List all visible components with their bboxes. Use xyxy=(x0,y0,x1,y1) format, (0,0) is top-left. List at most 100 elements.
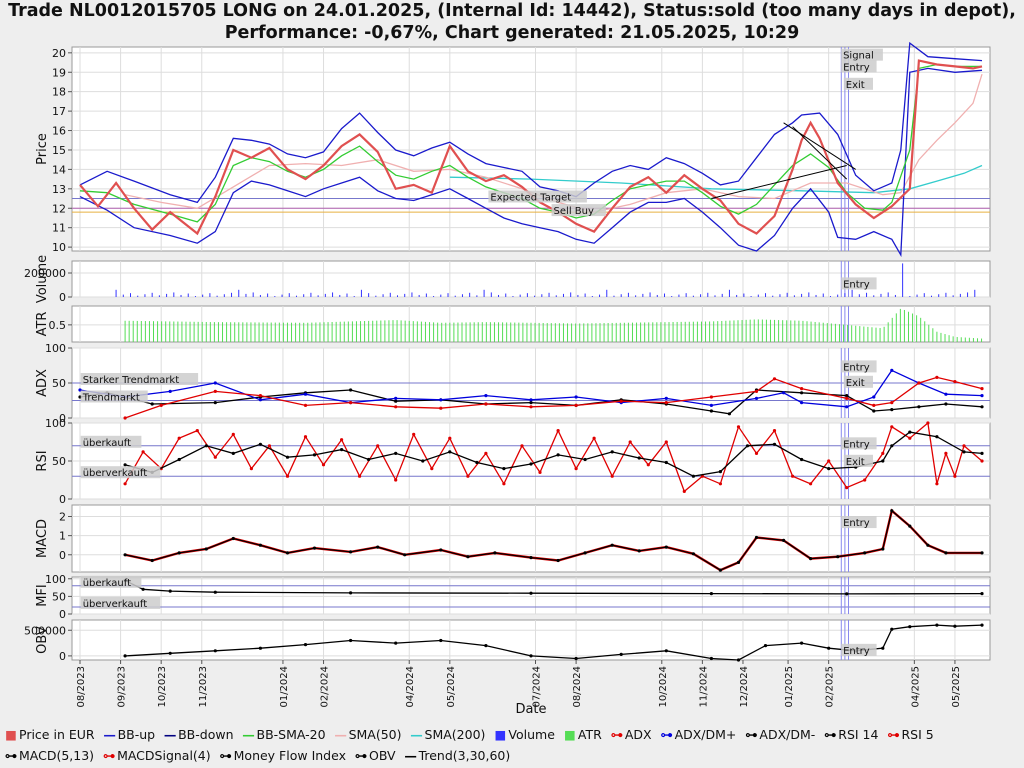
rsi-annotation-3: Exit xyxy=(846,457,865,468)
obv-line-point-21 xyxy=(908,625,912,629)
legend-label-6: Volume xyxy=(508,727,555,742)
legend-label-16: OBV xyxy=(368,748,396,763)
sma200-line xyxy=(449,164,983,194)
macd-line-point-5 xyxy=(258,543,262,547)
legend-label-11: RSI 14 xyxy=(838,727,879,742)
legend-symbol-1: — xyxy=(103,727,116,742)
x-tick-label-10: 10/2024 xyxy=(658,666,669,708)
macd-ytick-label-2: 2 xyxy=(59,510,66,523)
rsi-annotation-1: überverkauft xyxy=(83,468,148,479)
macd-line-point-23 xyxy=(754,535,759,540)
rsi-ytick-label-1: 50 xyxy=(52,455,66,468)
rsi5-line-point-14 xyxy=(376,444,380,448)
legend-item-6: ■ Volume xyxy=(493,724,555,745)
obv-ylabel: OBV xyxy=(35,626,50,654)
obv-line-point-23 xyxy=(953,624,957,628)
obv-line-point-15 xyxy=(763,644,768,648)
adx-dm-plus-line-point-20 xyxy=(890,368,894,372)
macd-line-point-16 xyxy=(583,551,587,555)
rsi14-line-point-17 xyxy=(583,457,587,462)
price-ylabel: Price xyxy=(35,133,50,165)
legend-symbol-12: ⊶ xyxy=(887,727,900,742)
atr-ytick-label-0: 0.5 xyxy=(49,319,67,332)
macd-line-point-7 xyxy=(312,546,317,550)
obv-line-point-20 xyxy=(890,627,894,631)
adx-dm-plus-line-point-13 xyxy=(664,396,668,400)
rsi14-line-point-26 xyxy=(827,467,831,471)
rsi5-line-point-12 xyxy=(340,438,344,442)
price-ytick-label-7: 17 xyxy=(52,105,66,118)
price-annotation-3: Expected Target xyxy=(490,192,571,203)
rsi-ytick-label-2: 100 xyxy=(45,417,66,430)
rsi5-line-point-50 xyxy=(980,459,984,463)
mfi-annotation-1: überverkauft xyxy=(83,599,148,610)
legend-item-5: — SMA(200) xyxy=(410,724,485,745)
rsi5-line-point-31 xyxy=(682,489,686,493)
rsi5-line-point-0 xyxy=(123,482,127,486)
adx-annotation-bg-0 xyxy=(80,373,199,385)
adx-dm-minus-line-point-2 xyxy=(150,402,154,406)
adx-line xyxy=(124,376,983,419)
macd-line-point-9 xyxy=(376,545,380,549)
mfi-ylabel: MFI xyxy=(35,584,50,607)
legend-item-3: — BB-SMA-20 xyxy=(242,724,325,745)
macd-line-point-6 xyxy=(285,551,290,555)
rsi5-line-point-8 xyxy=(267,444,271,448)
mfi-line-point-1 xyxy=(141,587,145,591)
macd-line-point-28 xyxy=(881,547,885,551)
rsi14-line-point-21 xyxy=(691,474,696,478)
rsi5-line-point-25 xyxy=(574,467,578,471)
x-tick-label-0: 08/2023 xyxy=(76,666,87,708)
rsi14-line-point-11 xyxy=(421,459,425,463)
rsi14-line-point-8 xyxy=(340,448,344,452)
rsi14-line-point-7 xyxy=(312,453,317,457)
rsi14-line-point-25 xyxy=(800,457,804,462)
volume-ytick-label-1: 200000 xyxy=(24,267,66,280)
rsi14-line-point-15 xyxy=(529,462,533,466)
rsi5-line-point-20 xyxy=(484,451,488,455)
macd-line-point-24 xyxy=(782,538,786,543)
x-tick-label-9: 08/2024 xyxy=(572,666,583,708)
legend-symbol-16: ⊶ xyxy=(354,748,368,763)
macd-line-point-2 xyxy=(177,551,181,555)
price-ytick-label-5: 15 xyxy=(52,144,66,157)
price-ytick-label-10: 20 xyxy=(52,47,66,60)
mfi-annotation-bg-1 xyxy=(80,596,161,609)
obv-panel xyxy=(71,619,991,661)
legend-label-2: BB-down xyxy=(178,727,234,742)
adx-dm-minus-line-point-6 xyxy=(349,388,353,392)
legend-label-0: Price in EUR xyxy=(19,727,95,742)
legend-item-8: ⊶ ADX xyxy=(610,724,652,745)
rsi5-line-point-9 xyxy=(285,474,290,478)
adx-annotation-3: Exit xyxy=(846,378,865,389)
rsi14-line-point-33 xyxy=(980,451,984,455)
mfi-line-point-5 xyxy=(529,591,533,595)
obv-line-point-12 xyxy=(664,649,668,653)
x-tick-label-6: 04/2024 xyxy=(405,666,416,708)
mfi-line-point-4 xyxy=(349,591,353,595)
rsi5-line-point-4 xyxy=(195,429,199,433)
price-ytick-label-6: 16 xyxy=(52,125,66,138)
mfi-ytick-label-0: 0 xyxy=(59,608,66,621)
adx-line-point-11 xyxy=(619,399,623,403)
adx-line-point-12 xyxy=(664,401,668,405)
price-ytick-label-2: 12 xyxy=(52,202,66,215)
rsi14-line-point-32 xyxy=(962,450,966,454)
adx-dm-minus-line-point-22 xyxy=(944,402,948,406)
rsi14-line-point-13 xyxy=(475,460,479,465)
price-ytick-label-3: 13 xyxy=(52,183,66,196)
rsi5-line-point-47 xyxy=(944,451,948,455)
trend-line-0 xyxy=(711,165,847,199)
legend-symbol-8: ⊶ xyxy=(610,727,624,742)
rsi14-line-point-3 xyxy=(204,444,208,448)
rsi14-line-point-22 xyxy=(718,470,723,474)
rsi5-line-point-44 xyxy=(908,436,912,440)
obv-line-point-7 xyxy=(439,638,443,643)
adx-line-point-22 xyxy=(953,380,957,384)
legend-item-13: ⊶ MACD(5,13) xyxy=(4,745,94,766)
rsi5-line-point-38 xyxy=(809,482,813,486)
legend-item-7: ■ ATR xyxy=(563,724,602,745)
macd-line-point-18 xyxy=(637,549,641,553)
adx-dm-plus-line-point-19 xyxy=(872,395,876,399)
x-tick-label-16: 05/2025 xyxy=(951,666,962,708)
